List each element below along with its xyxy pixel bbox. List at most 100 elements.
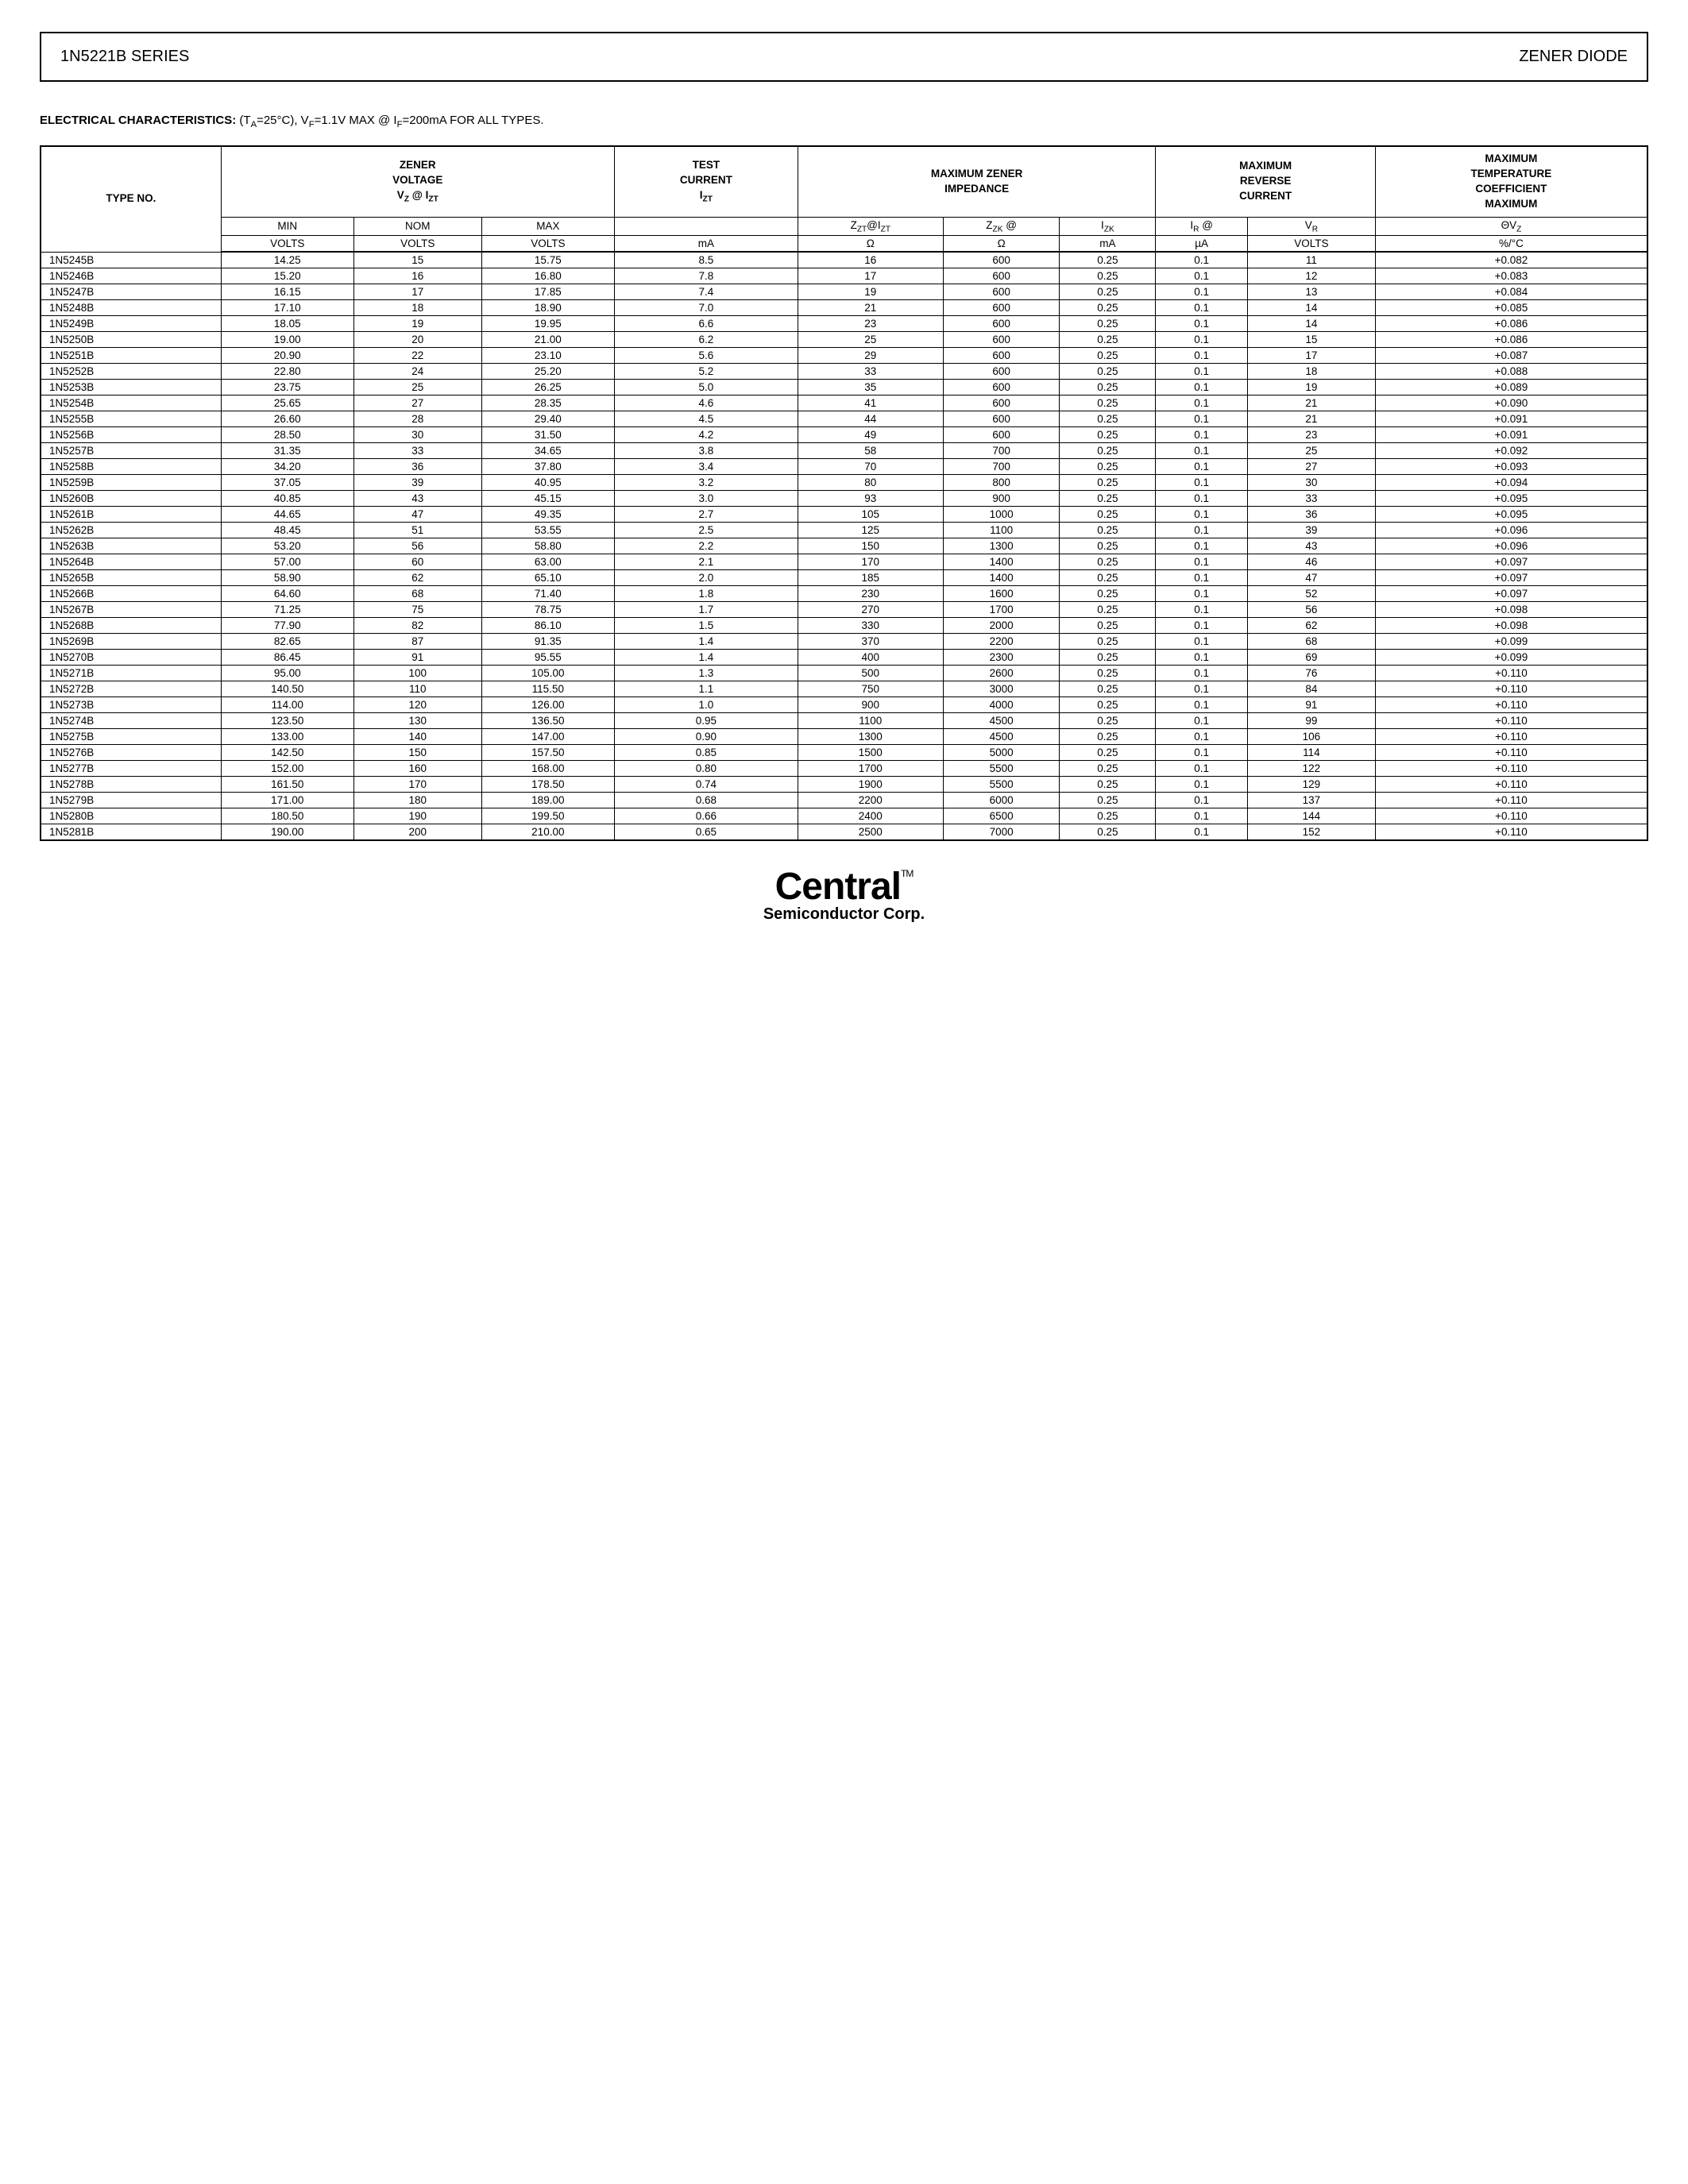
table-cell: 53.55 [481,523,614,538]
table-row: 1N5247B16.151717.857.4196000.250.113+0.0… [41,284,1647,300]
table-cell: +0.084 [1375,284,1647,300]
table-cell: +0.110 [1375,745,1647,761]
table-cell: 114 [1247,745,1375,761]
table-cell: 210.00 [481,824,614,841]
table-cell: 19 [1247,380,1375,396]
table-cell: 190.00 [221,824,353,841]
table-cell: 180.50 [221,808,353,824]
table-cell: 86.10 [481,618,614,634]
table-row: 1N5277B152.00160168.000.80170055000.250.… [41,761,1647,777]
table-cell: 114.00 [221,697,353,713]
table-cell: 1N5265B [41,570,221,586]
table-cell: 0.25 [1060,586,1156,602]
table-cell: 18.90 [481,300,614,316]
table-cell: 5.0 [614,380,798,396]
table-cell: 0.85 [614,745,798,761]
table-cell: 2200 [943,634,1060,650]
table-cell: 2.5 [614,523,798,538]
table-row: 1N5281B190.00200210.000.65250070000.250.… [41,824,1647,841]
table-cell: 0.1 [1156,554,1248,570]
table-cell: 0.68 [614,793,798,808]
table-cell: 0.25 [1060,808,1156,824]
sub-ovz: ΘVZ [1375,217,1647,236]
table-cell: +0.097 [1375,586,1647,602]
unit-1: VOLTS [353,236,481,253]
unit-5: Ω [943,236,1060,253]
table-cell: 0.1 [1156,523,1248,538]
table-row: 1N5271B95.00100105.001.350026000.250.176… [41,666,1647,681]
table-cell: 0.25 [1060,618,1156,634]
table-row: 1N5280B180.50190199.500.66240065000.250.… [41,808,1647,824]
table-cell: 0.65 [614,824,798,841]
table-cell: 1.5 [614,618,798,634]
table-row: 1N5246B15.201616.807.8176000.250.112+0.0… [41,268,1647,284]
table-cell: 1N5280B [41,808,221,824]
table-cell: 45.15 [481,491,614,507]
table-row: 1N5269B82.658791.351.437022000.250.168+0… [41,634,1647,650]
table-cell: 75 [353,602,481,618]
table-cell: 0.25 [1060,252,1156,268]
table-cell: 7.8 [614,268,798,284]
table-cell: 21 [798,300,943,316]
table-row: 1N5278B161.50170178.500.74190055000.250.… [41,777,1647,793]
table-cell: +0.094 [1375,475,1647,491]
sub-nom: NOM [353,217,481,236]
sub-izt [614,217,798,236]
table-cell: 86.45 [221,650,353,666]
col-temp-coeff: MAXIMUMTEMPERATURECOEFFICIENTMAXIMUM [1375,146,1647,217]
table-cell: 136.50 [481,713,614,729]
table-cell: +0.098 [1375,618,1647,634]
table-cell: 0.1 [1156,316,1248,332]
table-cell: 700 [943,443,1060,459]
table-cell: 28.35 [481,396,614,411]
table-row: 1N5265B58.906265.102.018514000.250.147+0… [41,570,1647,586]
table-row: 1N5270B86.459195.551.440023000.250.169+0… [41,650,1647,666]
table-cell: 82 [353,618,481,634]
table-cell: 63.00 [481,554,614,570]
table-cell: 5500 [943,761,1060,777]
table-cell: 57.00 [221,554,353,570]
table-cell: 3000 [943,681,1060,697]
table-cell: +0.083 [1375,268,1647,284]
table-cell: 8.5 [614,252,798,268]
table-cell: +0.110 [1375,713,1647,729]
table-cell: +0.090 [1375,396,1647,411]
table-cell: 142.50 [221,745,353,761]
table-cell: 1N5245B [41,252,221,268]
table-cell: 122 [1247,761,1375,777]
table-cell: 16 [353,268,481,284]
col-zener-voltage: ZENERVOLTAGEVZ @ IZT [221,146,614,217]
table-cell: 23.75 [221,380,353,396]
table-cell: 95.55 [481,650,614,666]
table-cell: 800 [943,475,1060,491]
table-cell: 1500 [798,745,943,761]
table-cell: 2200 [798,793,943,808]
table-cell: 1N5273B [41,697,221,713]
sub-zzt: ZZT@IZT [798,217,943,236]
table-cell: 0.25 [1060,284,1156,300]
table-cell: 1N5268B [41,618,221,634]
table-row: 1N5275B133.00140147.000.90130045000.250.… [41,729,1647,745]
table-cell: 0.25 [1060,300,1156,316]
table-cell: 1N5251B [41,348,221,364]
table-cell: 1.4 [614,634,798,650]
table-cell: 0.25 [1060,538,1156,554]
table-cell: 7.0 [614,300,798,316]
table-cell: 62 [353,570,481,586]
table-cell: 171.00 [221,793,353,808]
table-cell: 150 [353,745,481,761]
table-cell: 0.25 [1060,761,1156,777]
table-cell: 0.25 [1060,364,1156,380]
table-row: 1N5267B71.257578.751.727017000.250.156+0… [41,602,1647,618]
logo-block: CentralTM Semiconductor Corp. [40,865,1648,924]
table-cell: 58.90 [221,570,353,586]
table-cell: 1100 [798,713,943,729]
table-cell: 47 [1247,570,1375,586]
table-cell: 91 [353,650,481,666]
table-cell: 170 [798,554,943,570]
table-cell: 2300 [943,650,1060,666]
table-cell: 2.1 [614,554,798,570]
table-row: 1N5260B40.854345.153.0939000.250.133+0.0… [41,491,1647,507]
table-cell: 30 [353,427,481,443]
unit-3: mA [614,236,798,253]
